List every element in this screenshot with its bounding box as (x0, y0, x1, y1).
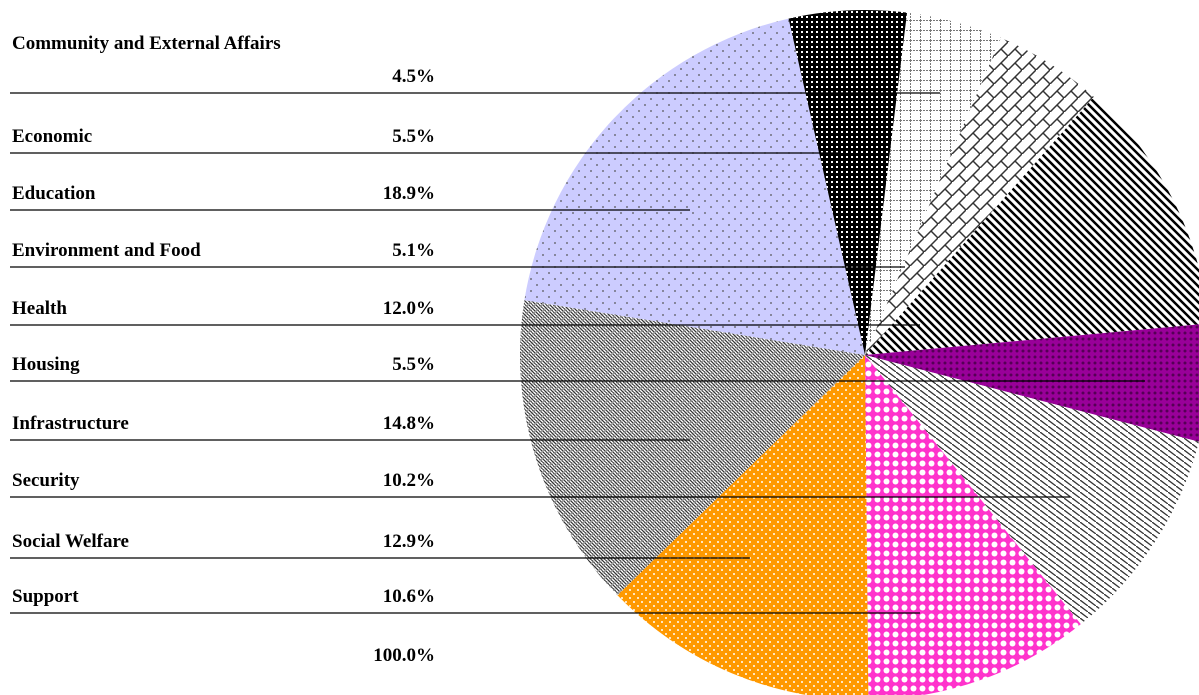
legend-label: Social Welfare (12, 531, 129, 552)
value-label: 12.9% (382, 531, 435, 552)
value-label: 5.1% (392, 240, 435, 261)
pie-slice (520, 300, 865, 596)
value-label: 4.5% (392, 66, 435, 87)
legend-label: Security (12, 470, 80, 491)
legend-label: Health (12, 298, 67, 319)
value-label: 10.6% (382, 586, 435, 607)
pie-slice (865, 12, 1001, 356)
legend-label: Community and External Affairs (12, 33, 281, 54)
legend-label: Housing (12, 354, 80, 375)
total: 100.0% (373, 645, 435, 666)
value-label: 12.0% (382, 298, 435, 319)
value-label: 5.5% (392, 126, 435, 147)
legend-label: Education (12, 183, 96, 204)
pie-slice (617, 355, 869, 695)
pie-slice (865, 96, 1199, 355)
pie-slice (865, 37, 1094, 355)
value-label: 5.5% (392, 354, 435, 375)
legend-label: Support (12, 586, 79, 607)
pie-slice (865, 355, 1199, 625)
legend-label: Infrastructure (12, 413, 129, 434)
legend-label: Environment and Food (12, 240, 201, 261)
pie-slice (865, 355, 1081, 695)
legend-label: Economic (12, 126, 93, 147)
pie-slice (524, 18, 865, 355)
pie-slice (865, 324, 1199, 442)
value-label: 10.2% (382, 470, 435, 491)
value-label: 14.8% (382, 413, 435, 434)
pie-slice (788, 9, 908, 356)
value-label: 18.9% (382, 183, 435, 204)
